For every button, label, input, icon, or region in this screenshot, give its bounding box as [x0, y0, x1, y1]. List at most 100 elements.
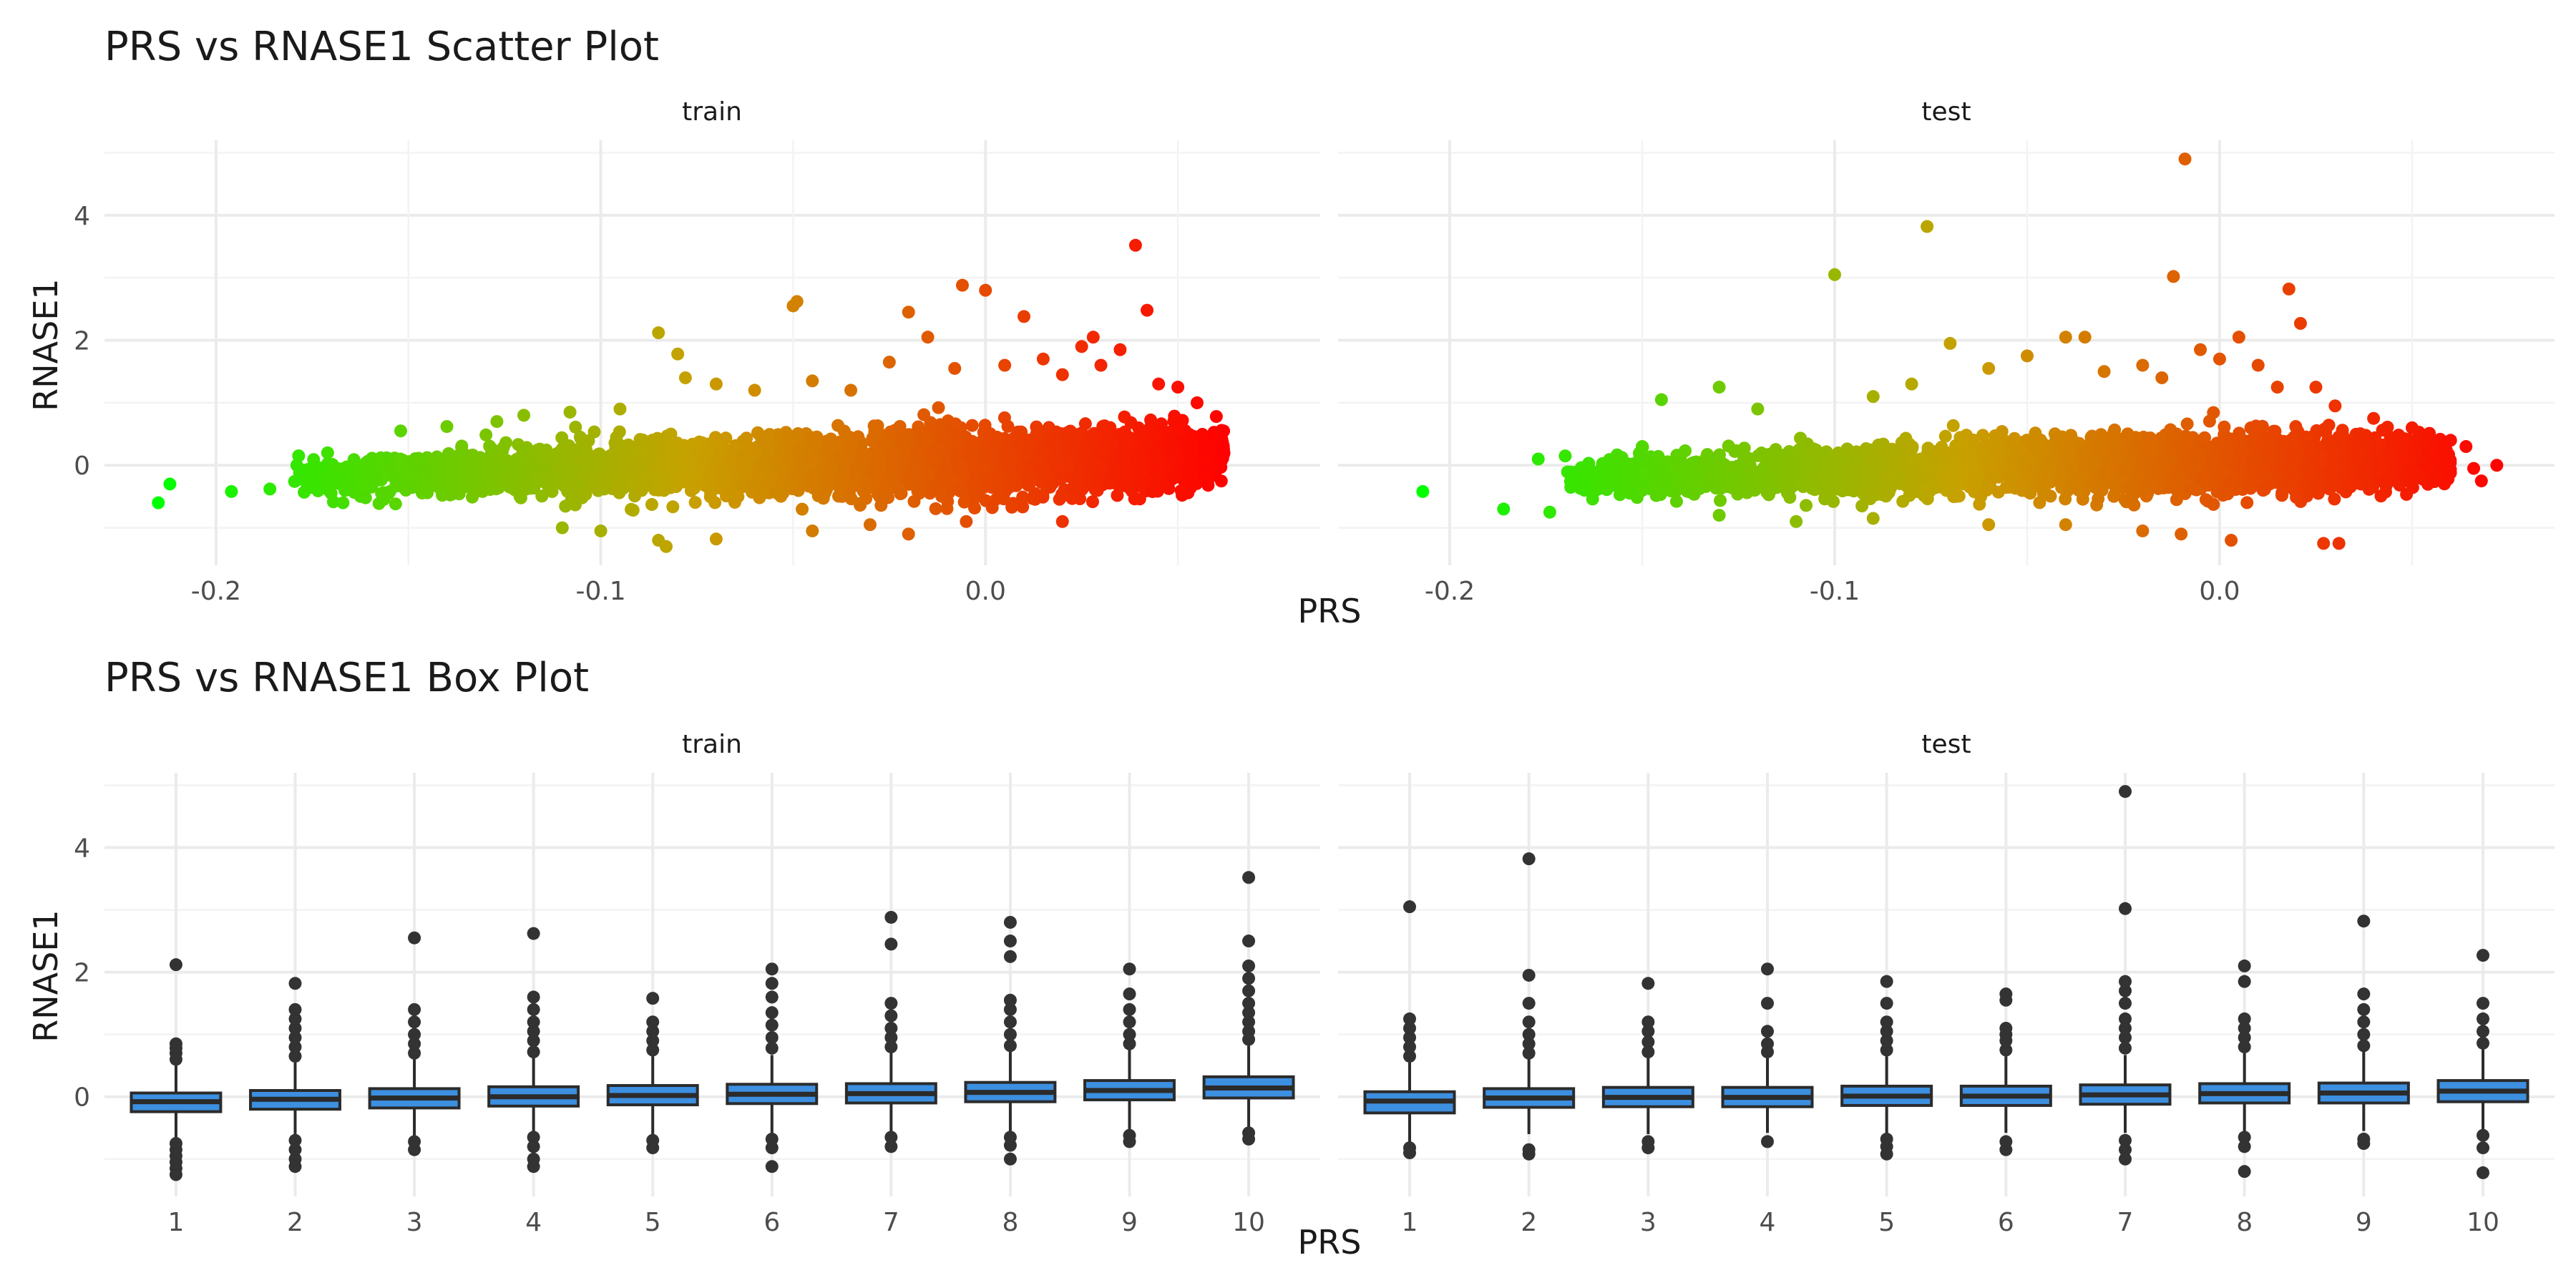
data-point	[863, 518, 877, 532]
data-point	[1184, 440, 1198, 454]
data-point	[1000, 449, 1013, 463]
data-point	[2381, 420, 2394, 434]
data-point	[342, 472, 356, 486]
data-point	[324, 487, 338, 500]
data-point	[653, 480, 667, 494]
scatter-facet-test-label: test	[1921, 97, 1971, 127]
data-point	[1121, 474, 1134, 487]
data-point	[608, 459, 622, 473]
data-point	[776, 472, 789, 486]
data-point	[955, 278, 969, 292]
data-point	[628, 461, 642, 474]
data-point	[454, 483, 467, 497]
data-point	[659, 540, 673, 553]
data-point	[1121, 430, 1135, 444]
x-tick-label: 0.0	[2199, 577, 2240, 606]
data-point	[701, 446, 714, 459]
data-point	[555, 431, 569, 444]
data-point	[678, 371, 692, 384]
data-point	[633, 433, 647, 447]
data-point	[823, 462, 836, 476]
data-point	[587, 425, 601, 439]
data-point	[1209, 429, 1222, 442]
data-point	[363, 468, 376, 482]
data-point	[571, 443, 585, 457]
data-point	[1043, 480, 1057, 494]
data-point	[640, 478, 654, 492]
data-point	[328, 471, 342, 484]
data-point	[1046, 436, 1060, 450]
data-point	[594, 480, 608, 494]
data-point	[889, 449, 902, 462]
data-point	[321, 446, 334, 459]
data-point	[2202, 414, 2216, 428]
data-point	[1075, 340, 1088, 353]
data-point	[301, 477, 315, 491]
data-point	[336, 496, 350, 509]
data-point	[997, 411, 1011, 424]
data-point	[650, 431, 664, 445]
data-point	[1055, 514, 1069, 528]
scatter-panel-train: 024-0.2 -0.1 0.0	[74, 140, 1320, 606]
data-point	[1068, 435, 1081, 449]
data-point	[803, 452, 816, 465]
data-point	[517, 409, 531, 422]
data-point	[666, 500, 680, 514]
data-point	[1111, 489, 1124, 502]
data-point	[1128, 238, 1142, 252]
data-point	[1204, 441, 1217, 455]
data-point	[1135, 426, 1148, 439]
data-point	[854, 499, 867, 512]
data-point	[569, 420, 582, 434]
data-point	[389, 497, 402, 511]
data-point	[1094, 358, 1108, 372]
data-point	[568, 498, 582, 512]
data-point	[645, 498, 658, 512]
scatter-facet-train-label: train	[682, 97, 742, 127]
data-point	[594, 524, 608, 537]
data-point	[831, 419, 845, 432]
data-point	[382, 487, 396, 500]
data-point	[2379, 485, 2392, 499]
data-point	[990, 492, 1003, 506]
data-point	[556, 449, 570, 463]
data-point	[1078, 449, 1091, 463]
data-point	[1163, 434, 1176, 447]
data-point	[1209, 410, 1223, 424]
data-point	[1055, 368, 1069, 381]
data-point	[555, 462, 568, 476]
data-point	[921, 331, 935, 344]
data-point	[1176, 489, 1189, 502]
data-point	[1086, 331, 1100, 344]
data-point	[1146, 446, 1160, 459]
data-point	[440, 420, 454, 434]
data-point	[1050, 425, 1063, 439]
scatter-title: PRS vs RNASE1 Scatter Plot	[104, 24, 659, 70]
data-point	[849, 468, 863, 482]
data-point	[1036, 352, 1050, 366]
data-point	[664, 427, 678, 441]
data-point	[902, 527, 915, 541]
data-point	[882, 356, 896, 369]
data-point	[507, 468, 521, 482]
data-point	[1023, 476, 1037, 489]
data-point	[414, 453, 427, 467]
data-point	[774, 460, 788, 474]
data-point	[618, 444, 632, 458]
data-point	[980, 448, 993, 462]
data-point	[934, 442, 947, 456]
y-tick-label: 0	[74, 452, 90, 481]
data-point	[412, 472, 426, 485]
data-point	[1021, 441, 1035, 455]
data-point	[610, 431, 623, 444]
data-point	[563, 405, 577, 419]
data-point	[493, 472, 507, 485]
x-tick-label: -0.2	[1425, 577, 1475, 606]
data-point	[290, 459, 303, 472]
data-point	[625, 502, 638, 516]
data-point	[844, 384, 858, 397]
data-point	[998, 358, 1012, 372]
data-point	[977, 461, 990, 474]
data-point	[820, 482, 834, 496]
